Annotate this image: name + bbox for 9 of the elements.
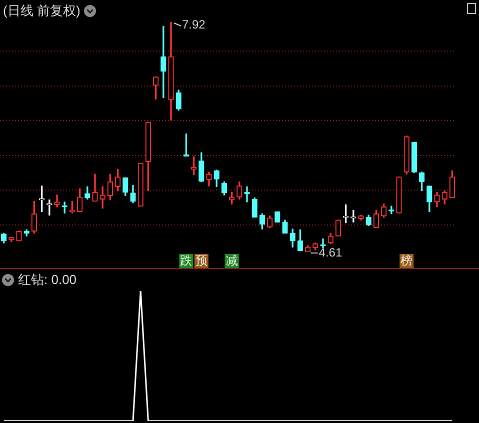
annotation: 4.61	[318, 245, 342, 260]
text: 预	[195, 253, 208, 268]
text: 减	[226, 253, 238, 268]
chart-title: 红钻: 0.00	[18, 271, 77, 289]
text: 榜	[400, 253, 413, 268]
text: 跌	[180, 253, 192, 268]
candlestick	[244, 186, 250, 202]
chart-title: (日线 前复权)	[3, 2, 80, 20]
annotation: 7.92	[182, 17, 206, 32]
